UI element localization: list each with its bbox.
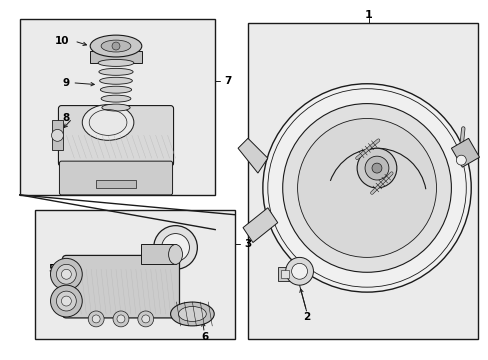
Circle shape: [138, 311, 153, 327]
Circle shape: [51, 129, 63, 141]
Polygon shape: [243, 208, 277, 243]
Ellipse shape: [168, 244, 182, 264]
Ellipse shape: [98, 59, 134, 66]
Text: 1: 1: [365, 10, 372, 20]
Text: 9: 9: [62, 78, 69, 88]
FancyBboxPatch shape: [62, 255, 179, 318]
Circle shape: [162, 234, 189, 261]
Circle shape: [153, 226, 197, 269]
Ellipse shape: [282, 104, 450, 272]
Bar: [35, 210, 235, 339]
Ellipse shape: [82, 105, 134, 140]
Circle shape: [56, 264, 76, 284]
Bar: [20, 19, 215, 195]
Text: 5: 5: [48, 264, 55, 274]
Circle shape: [50, 258, 82, 290]
Text: 8: 8: [62, 113, 69, 123]
Circle shape: [117, 315, 124, 323]
Bar: [277, 267, 291, 281]
Ellipse shape: [263, 84, 470, 292]
Circle shape: [88, 311, 104, 327]
Ellipse shape: [101, 95, 131, 102]
Text: 2: 2: [302, 312, 309, 322]
Bar: [247, 23, 477, 339]
Circle shape: [142, 315, 149, 323]
Circle shape: [356, 148, 396, 188]
Bar: [90, 51, 142, 63]
Circle shape: [365, 156, 388, 180]
Circle shape: [61, 296, 71, 306]
Text: 3: 3: [244, 239, 251, 249]
Circle shape: [455, 155, 466, 165]
Ellipse shape: [101, 40, 131, 52]
Bar: [280, 270, 288, 278]
Text: 4: 4: [171, 279, 179, 289]
Ellipse shape: [102, 104, 130, 111]
Bar: [141, 244, 175, 264]
Circle shape: [113, 311, 129, 327]
Bar: [51, 121, 63, 150]
Bar: [450, 138, 479, 167]
Circle shape: [285, 257, 313, 285]
Ellipse shape: [90, 35, 142, 57]
FancyBboxPatch shape: [59, 105, 173, 166]
Circle shape: [112, 42, 120, 50]
Ellipse shape: [100, 77, 132, 84]
FancyBboxPatch shape: [60, 161, 172, 195]
Ellipse shape: [170, 302, 214, 326]
Text: 10: 10: [55, 36, 69, 46]
Ellipse shape: [178, 306, 206, 321]
Circle shape: [50, 285, 82, 317]
Ellipse shape: [100, 86, 131, 93]
Bar: [96, 180, 136, 188]
Circle shape: [371, 163, 381, 173]
Circle shape: [56, 291, 76, 311]
Circle shape: [61, 269, 71, 279]
Circle shape: [291, 264, 307, 279]
Ellipse shape: [99, 68, 133, 75]
Ellipse shape: [297, 118, 436, 257]
Text: 7: 7: [224, 76, 231, 86]
Text: 6: 6: [201, 332, 208, 342]
Circle shape: [92, 315, 100, 323]
Polygon shape: [238, 138, 267, 173]
